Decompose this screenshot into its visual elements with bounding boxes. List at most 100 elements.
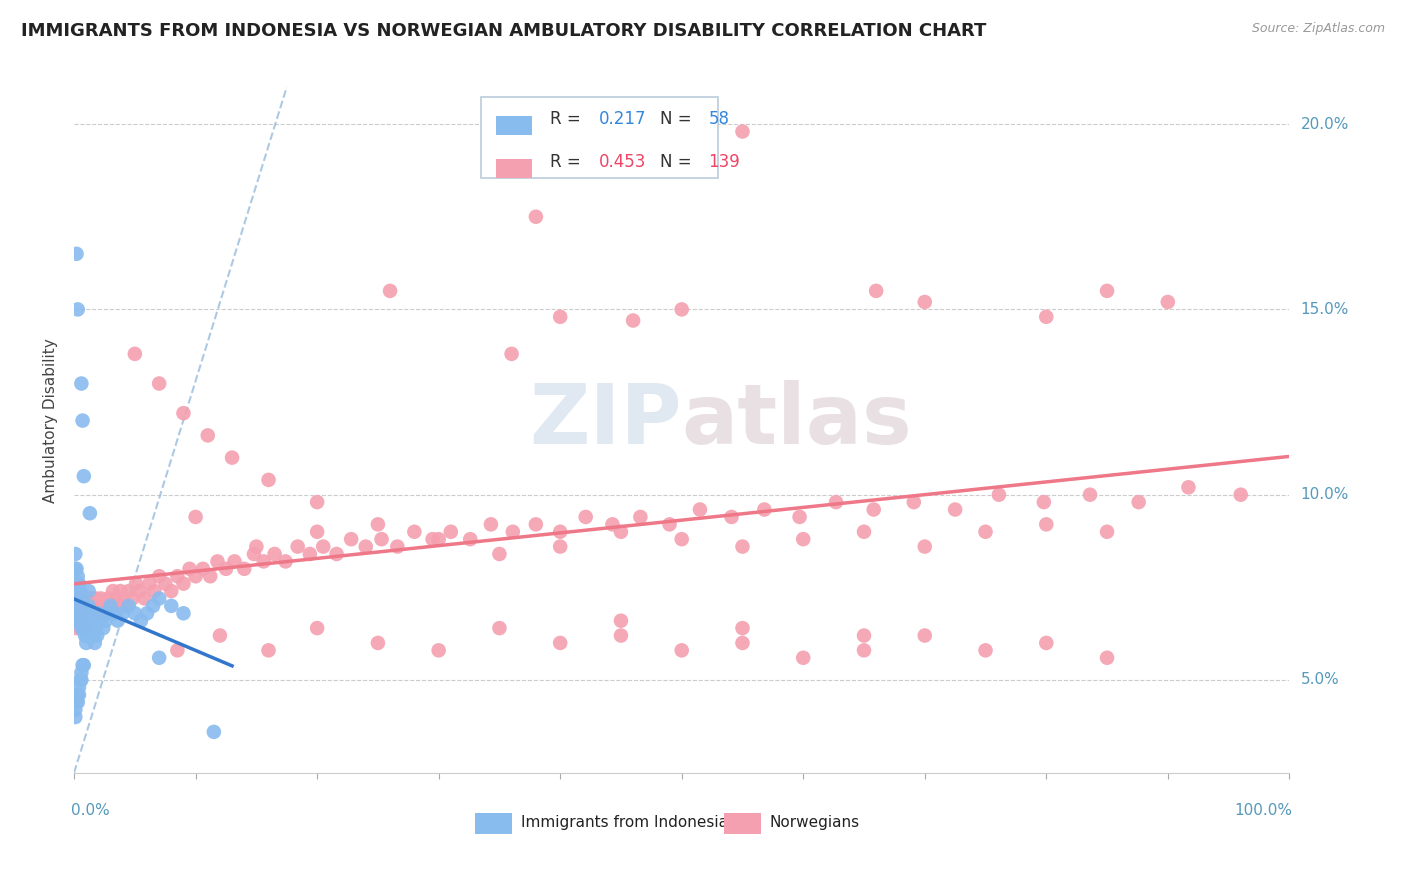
Point [148,376,170,391]
Point [488,621,510,635]
Point [73,621,96,635]
Text: 10.0%: 10.0% [1301,487,1348,502]
Point [70,607,93,621]
Point [257,643,280,657]
Point [87,607,110,621]
Point [307,621,329,635]
Point [111,607,134,621]
Point [65,703,87,717]
Point [197,428,219,442]
Point [103,607,125,621]
Text: 0.0%: 0.0% [72,803,110,818]
Point [200,569,222,583]
Point [73,628,96,642]
Point [70,621,93,635]
Point [287,540,309,554]
Point [65,621,87,635]
Point [215,562,238,576]
Point [1035,310,1057,324]
Point [82,591,104,606]
Text: Norwegians: Norwegians [769,815,859,830]
Point [73,658,96,673]
FancyBboxPatch shape [475,813,512,834]
Point [792,532,814,546]
Text: R =: R = [551,111,586,128]
Point [524,517,547,532]
Point [1035,517,1057,532]
Point [621,313,644,327]
Point [69,599,91,613]
Point [172,406,194,420]
Point [853,643,876,657]
Y-axis label: Ambulatory Disability: Ambulatory Disability [44,338,58,503]
Point [548,524,571,539]
Point [184,569,207,583]
Point [66,599,89,613]
Point [207,554,229,568]
Point [865,284,887,298]
Point [65,710,87,724]
Point [914,295,936,310]
Point [274,554,297,568]
Point [72,599,94,613]
Point [66,695,89,709]
Point [224,554,246,568]
Point [172,576,194,591]
Point [501,347,523,361]
Point [825,495,848,509]
Point [83,599,105,613]
Point [124,347,146,361]
Point [731,540,754,554]
FancyBboxPatch shape [481,96,718,178]
Point [184,510,207,524]
Point [502,524,524,539]
Point [208,628,231,642]
Point [65,614,87,628]
Point [65,547,87,561]
Point [974,643,997,657]
Point [987,488,1010,502]
Text: 5.0%: 5.0% [1301,673,1339,688]
Point [107,599,129,613]
Point [720,510,742,524]
Point [610,614,633,628]
Point [370,532,392,546]
Point [97,607,120,621]
Point [903,495,925,509]
Point [86,599,108,613]
Point [160,584,183,599]
Point [298,547,321,561]
Point [100,599,122,613]
Point [245,540,267,554]
Point [80,607,103,621]
Point [440,524,463,539]
Point [142,599,165,613]
Point [77,599,100,613]
Point [148,650,170,665]
Point [789,510,811,524]
Point [129,614,152,628]
Point [172,607,194,621]
Point [160,599,183,613]
Point [104,591,127,606]
Text: 20.0%: 20.0% [1301,117,1348,132]
Point [325,547,347,561]
Point [610,524,633,539]
Point [82,621,104,635]
Point [671,302,693,317]
Point [75,614,97,628]
Point [75,599,97,613]
Point [1128,495,1150,509]
Text: N =: N = [659,153,697,171]
Point [125,576,148,591]
Point [84,591,107,606]
Point [128,584,150,599]
Point [70,665,93,680]
Point [118,599,141,613]
Point [91,621,114,635]
Point [658,517,681,532]
Point [76,607,98,621]
Point [524,210,547,224]
Point [367,517,389,532]
Point [427,532,450,546]
